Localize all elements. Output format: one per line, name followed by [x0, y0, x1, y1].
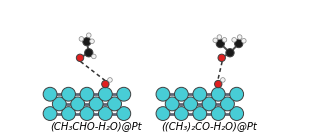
Circle shape — [99, 87, 112, 101]
Circle shape — [99, 107, 112, 120]
Circle shape — [220, 78, 225, 82]
Circle shape — [241, 38, 246, 43]
Circle shape — [71, 97, 85, 111]
Circle shape — [83, 38, 91, 46]
Circle shape — [232, 38, 236, 42]
Circle shape — [52, 97, 66, 111]
Text: ((CH₃)₂CO-H₂O)@Pt: ((CH₃)₂CO-H₂O)@Pt — [161, 122, 257, 131]
Circle shape — [211, 107, 225, 120]
Circle shape — [218, 54, 226, 62]
Text: (CH₃CHO-H₂O)@Pt: (CH₃CHO-H₂O)@Pt — [50, 122, 142, 131]
Circle shape — [85, 49, 93, 57]
Circle shape — [234, 39, 243, 48]
Circle shape — [90, 39, 94, 44]
Circle shape — [222, 38, 227, 42]
Circle shape — [174, 87, 188, 101]
Circle shape — [117, 107, 131, 120]
Circle shape — [216, 39, 225, 48]
Circle shape — [156, 87, 170, 101]
Circle shape — [226, 49, 234, 57]
Circle shape — [43, 107, 57, 120]
Circle shape — [80, 87, 94, 101]
Circle shape — [62, 87, 75, 101]
Circle shape — [193, 107, 207, 120]
Circle shape — [211, 87, 225, 101]
Circle shape — [193, 87, 207, 101]
Circle shape — [237, 35, 242, 39]
Circle shape — [92, 54, 96, 59]
Circle shape — [230, 107, 244, 120]
Circle shape — [89, 97, 103, 111]
Circle shape — [202, 97, 216, 111]
Circle shape — [220, 97, 234, 111]
Circle shape — [102, 80, 109, 88]
Circle shape — [165, 97, 179, 111]
Circle shape — [156, 107, 170, 120]
Circle shape — [217, 35, 222, 39]
Circle shape — [86, 33, 91, 38]
Circle shape — [80, 107, 94, 120]
Circle shape — [184, 97, 197, 111]
Circle shape — [108, 97, 122, 111]
Circle shape — [108, 78, 112, 82]
Circle shape — [117, 87, 131, 101]
Circle shape — [76, 54, 84, 62]
Circle shape — [213, 38, 218, 43]
Circle shape — [79, 37, 84, 41]
Circle shape — [230, 87, 244, 101]
Circle shape — [174, 107, 188, 120]
Circle shape — [62, 107, 75, 120]
Circle shape — [215, 80, 222, 88]
Circle shape — [43, 87, 57, 101]
